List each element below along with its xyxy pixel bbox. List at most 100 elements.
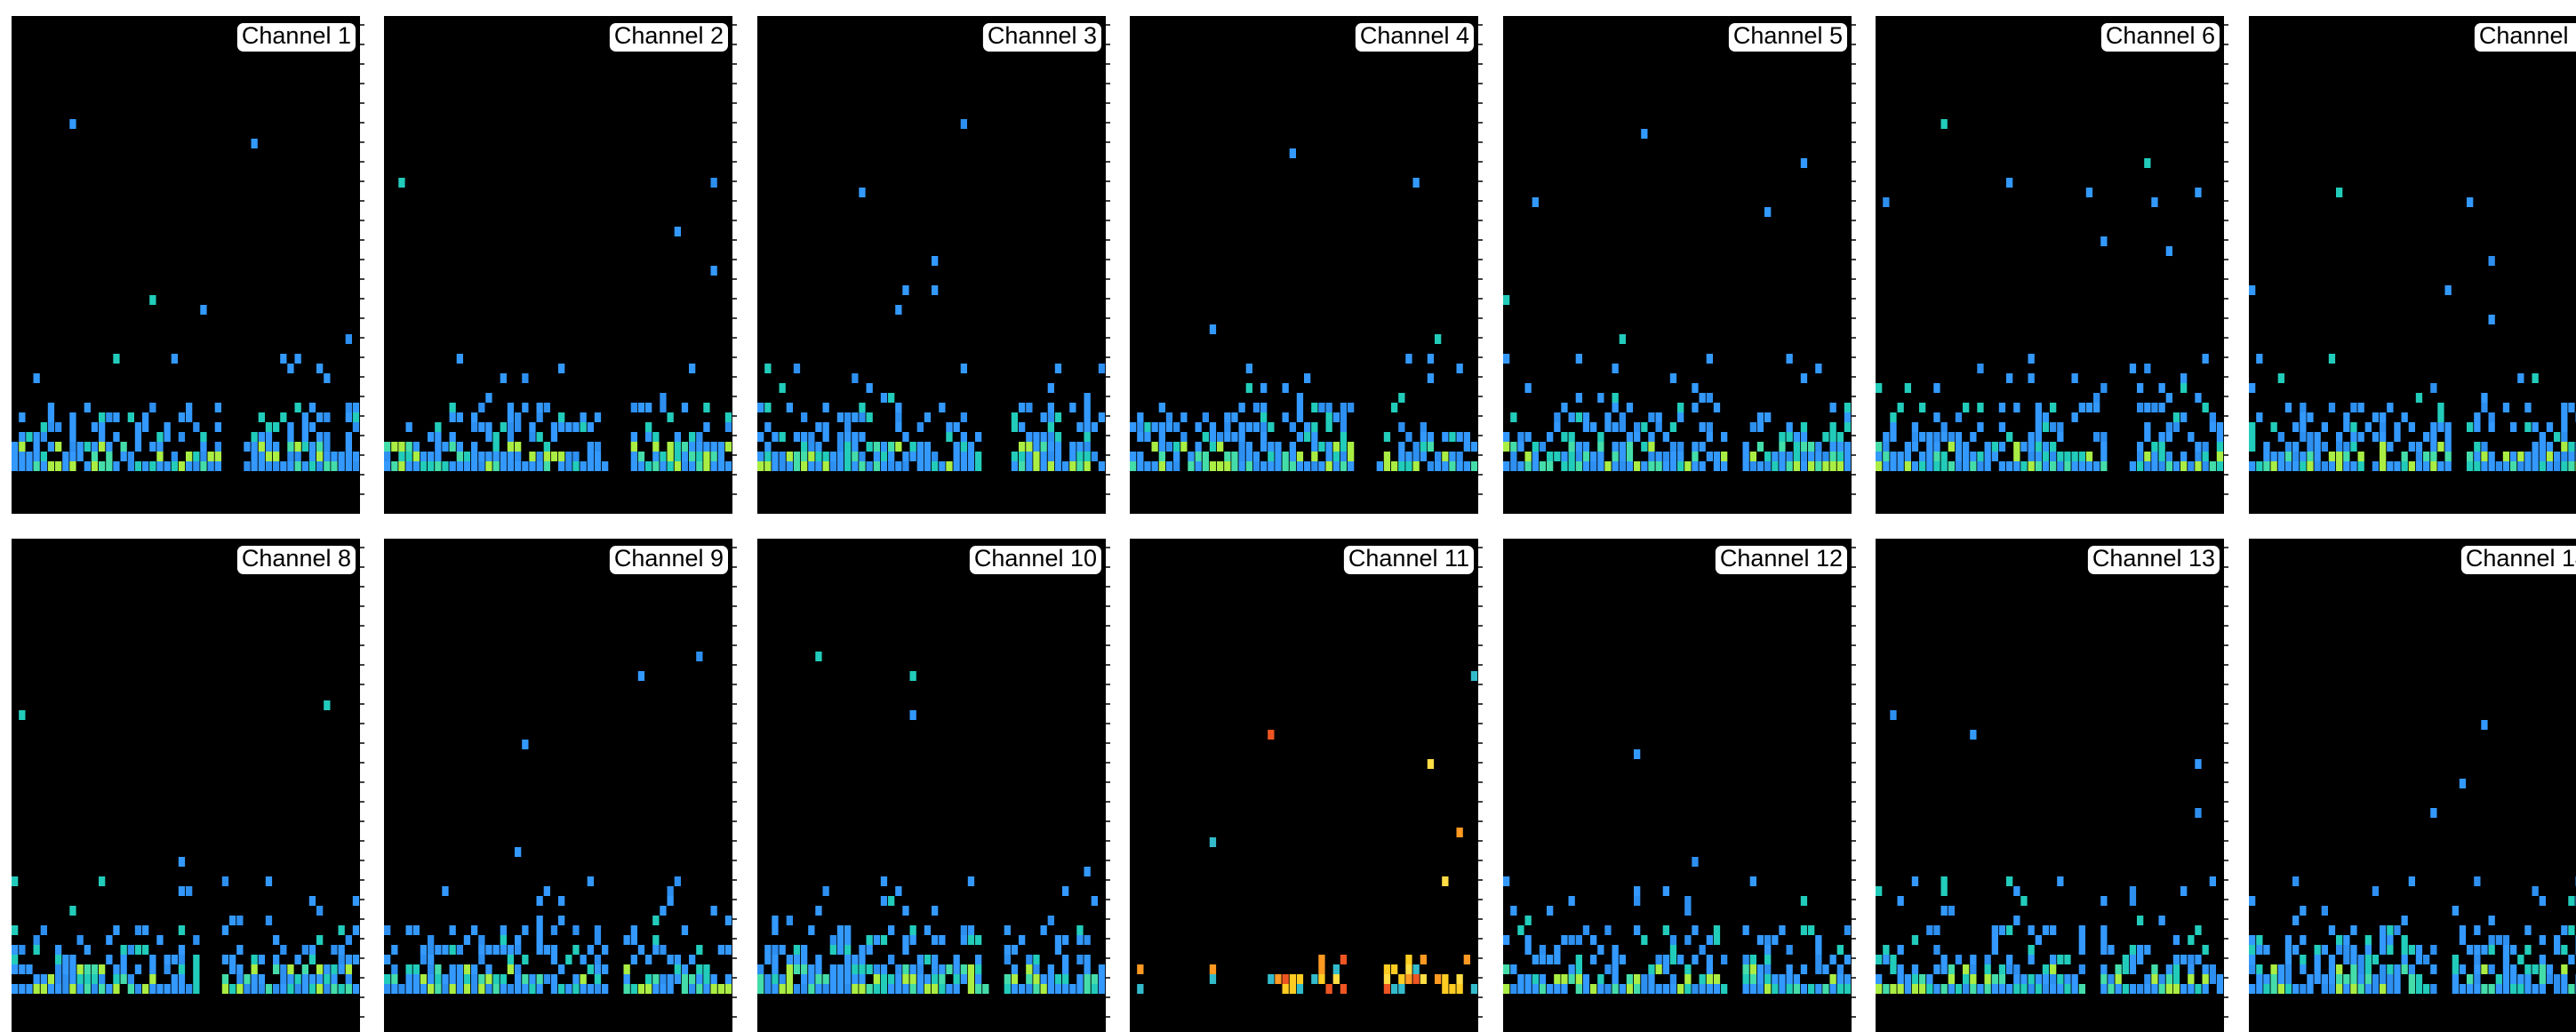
heat-cell — [2343, 935, 2350, 945]
heat-cell — [1897, 945, 1904, 955]
tick-strip — [1852, 16, 1860, 514]
heat-cell — [1311, 432, 1318, 442]
heat-cell — [412, 974, 420, 984]
heat-cell — [1524, 452, 1532, 461]
heat-cell — [2042, 452, 2050, 461]
heat-cell — [2321, 906, 2328, 916]
heat-cell — [2444, 442, 2452, 452]
heat-cell — [1926, 461, 1933, 471]
heat-cell — [652, 432, 660, 442]
tick-strip — [1106, 539, 1115, 1032]
heat-cell — [33, 974, 40, 984]
heat-cell — [2364, 955, 2372, 964]
heat-cell — [1684, 906, 1692, 916]
heat-cell — [99, 964, 106, 974]
heat-cell — [1590, 955, 1597, 964]
heat-cell — [2357, 955, 2364, 964]
heat-cell — [1442, 984, 1449, 994]
heat-cell — [623, 935, 630, 945]
heat-cell — [859, 452, 866, 461]
heat-cell — [543, 461, 550, 471]
heat-cell — [2013, 984, 2020, 994]
heat-cell — [724, 945, 732, 955]
heat-cell — [1793, 461, 1800, 471]
heat-cell — [2209, 412, 2216, 422]
heat-cell — [1275, 442, 1282, 452]
heat-cell — [331, 964, 338, 974]
heat-cell — [2524, 945, 2532, 955]
heat-cell — [1844, 955, 1852, 964]
heat-cell — [398, 178, 405, 188]
heat-cell — [1948, 906, 1955, 916]
heat-cell — [2180, 412, 2188, 422]
heat-cell — [895, 964, 902, 974]
heat-cell — [1933, 412, 1940, 422]
heat-cell — [1948, 964, 1955, 974]
heat-cell — [1948, 442, 1955, 452]
heat-cell — [1398, 422, 1405, 432]
heat-cell — [1503, 295, 1510, 305]
heat-cell — [500, 925, 507, 935]
heat-cell — [873, 984, 880, 994]
heat-cell — [2300, 935, 2307, 945]
heat-cell — [764, 461, 772, 471]
heat-cell — [2249, 285, 2256, 295]
heat-cell — [324, 984, 331, 994]
heat-cell — [1318, 461, 1325, 471]
heat-cell — [2151, 974, 2158, 984]
heat-cell — [772, 964, 779, 974]
heat-cell — [536, 974, 543, 984]
heat-cell — [801, 412, 808, 422]
heat-cell — [2115, 984, 2122, 994]
heat-cell — [500, 935, 507, 945]
heat-cell — [265, 876, 273, 886]
heat-cell — [258, 974, 265, 984]
heat-cell — [1597, 393, 1604, 403]
heat-cell — [1948, 461, 1955, 471]
heat-cell — [529, 422, 536, 432]
panel-background — [1503, 539, 1852, 1032]
heat-cell — [449, 945, 456, 955]
heat-cell — [594, 974, 602, 984]
heat-cell — [953, 461, 960, 471]
heat-cell — [1779, 974, 1786, 984]
heat-cell — [2202, 945, 2209, 955]
heat-cell — [1786, 964, 1793, 974]
heat-cell — [142, 422, 149, 432]
heat-cell — [456, 964, 463, 974]
heat-cell — [2100, 432, 2108, 442]
heat-cell — [273, 442, 280, 452]
heat-cell — [1815, 461, 1822, 471]
heat-cell — [1904, 383, 1911, 393]
heat-cell — [637, 671, 645, 681]
heat-cell — [1076, 442, 1084, 452]
heat-cell — [967, 876, 975, 886]
heat-cell — [2144, 422, 2151, 432]
heat-cell — [2524, 974, 2532, 984]
heat-cell — [69, 119, 76, 129]
heat-cell — [674, 442, 681, 452]
heat-cell — [2452, 974, 2459, 984]
heat-cell — [2380, 412, 2387, 422]
heat-cell — [2188, 974, 2195, 984]
heat-cell — [2423, 461, 2430, 471]
heat-cell — [580, 422, 587, 432]
heat-cell — [2546, 461, 2554, 471]
heat-cell — [391, 974, 398, 984]
heat-cell — [836, 935, 844, 945]
heat-cell — [2129, 984, 2137, 994]
heat-cell — [12, 452, 19, 461]
heat-cell — [1662, 452, 1669, 461]
heat-cell — [2129, 955, 2137, 964]
heat-cell — [2364, 964, 2372, 974]
heat-cell — [1876, 984, 1883, 994]
heat-cell — [478, 403, 485, 412]
heat-cell — [1977, 452, 1984, 461]
heat-cell — [2300, 906, 2307, 916]
heat-cell — [808, 964, 815, 974]
heat-cell — [764, 974, 772, 984]
channel-panel: Channel 6 — [1876, 16, 2233, 514]
heat-cell — [1822, 964, 1829, 974]
heat-cell — [1158, 432, 1165, 442]
heat-cell — [186, 403, 193, 412]
